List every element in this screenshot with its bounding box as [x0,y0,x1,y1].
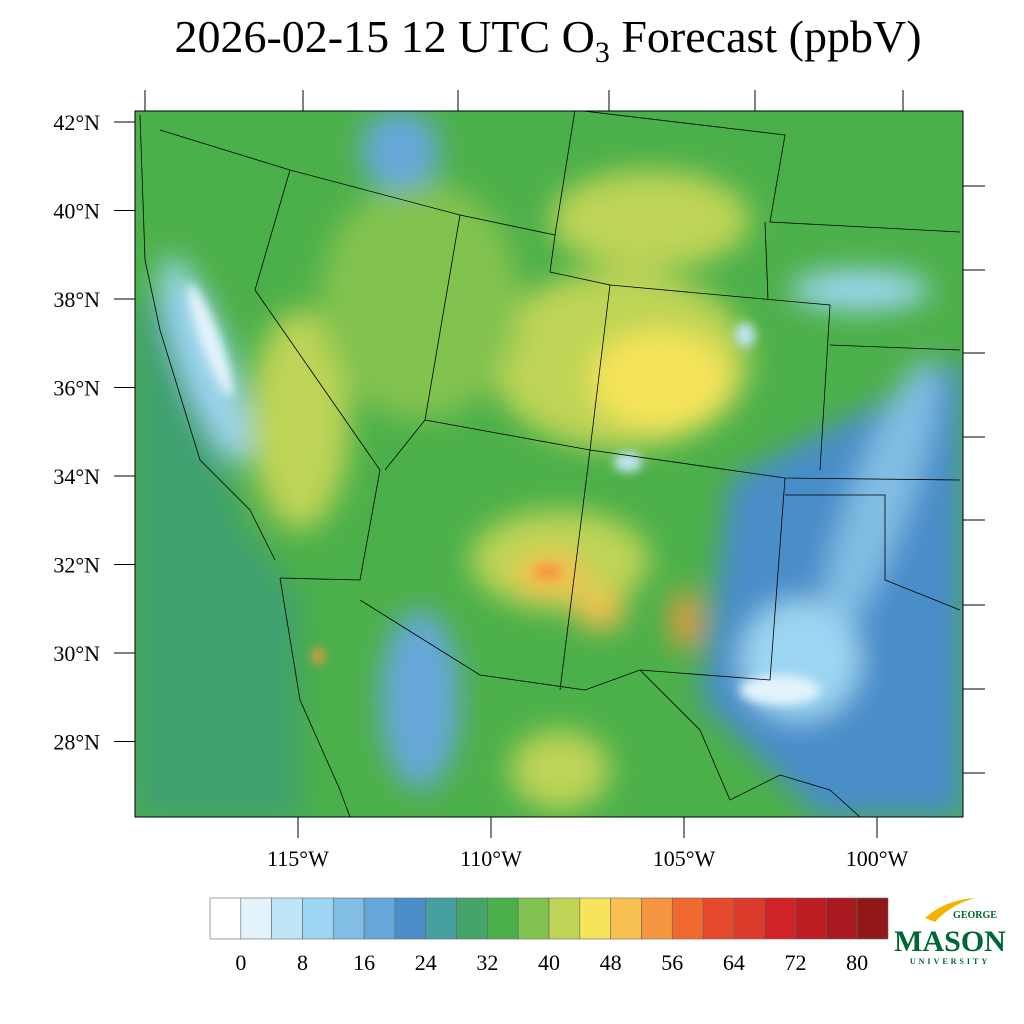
lat-label: 30°N [53,641,100,666]
title-main: 2026-02-15 12 UTC O [174,11,595,62]
logo-bottom: UNIVERSITY [910,957,990,966]
colorbar-label: 0 [235,950,246,975]
colorbar-label: 24 [415,950,437,975]
ozone-field [135,111,963,817]
colorbar-box [332,897,365,940]
colorbar-label: 56 [661,950,683,975]
colorbar-label: 64 [723,950,745,975]
title: 2026-02-15 12 UTC O3 Forecast (ppbV) [0,10,1024,70]
colorbar-box [487,897,519,940]
colorbar-box [456,897,488,940]
colorbar-label: 16 [353,950,375,975]
colorbar-box [517,897,550,940]
colorbar-box [856,897,889,940]
lat-label: 42°N [53,110,100,135]
colorbar-label: 40 [538,950,560,975]
lon-label: 110°W [460,846,522,871]
lat-label: 28°N [53,730,100,755]
lat-label: 40°N [53,199,100,224]
colorbar-box [363,897,396,940]
lon-label: 105°W [653,846,716,871]
colorbar-box [795,897,827,940]
colorbar-label: 48 [600,950,622,975]
lat-label: 32°N [53,553,100,578]
colorbar-box [641,897,673,940]
colorbar-box [702,897,735,940]
colorbar-box [271,897,303,940]
colorbar-box [610,897,642,940]
colorbar-box [764,897,796,940]
colorbar-label: 72 [785,950,807,975]
lat-label: 34°N [53,464,100,489]
boundaries [139,111,961,817]
colorbar-box [733,897,766,940]
lat-label: 36°N [53,376,100,401]
colorbar-box [579,897,611,940]
title-rest: Forecast (ppbV) [609,11,922,62]
colorbar-label: 32 [476,950,498,975]
frame-ticks [144,90,985,774]
lat-label: 38°N [53,287,100,312]
lon-label: 115°W [267,846,329,871]
map-frame [134,110,964,818]
colorbar-label: 8 [297,950,308,975]
logo-name: MASON [894,925,1006,958]
logo-top: GEORGE [953,910,997,921]
colorbar-box [240,897,272,940]
logo: GEORGE MASON UNIVERSITY [894,898,1006,966]
colorbar-box [826,897,858,940]
colorbar-box [302,897,334,940]
title-subscript: 3 [594,36,610,69]
lon-label: 100°W [846,846,909,871]
colorbar-box [548,897,581,940]
colorbar-box [209,897,242,940]
colorbar-box [671,897,704,940]
colorbar-box [425,897,457,940]
colorbar-label: 80 [846,950,868,975]
colorbar-box [394,897,427,940]
